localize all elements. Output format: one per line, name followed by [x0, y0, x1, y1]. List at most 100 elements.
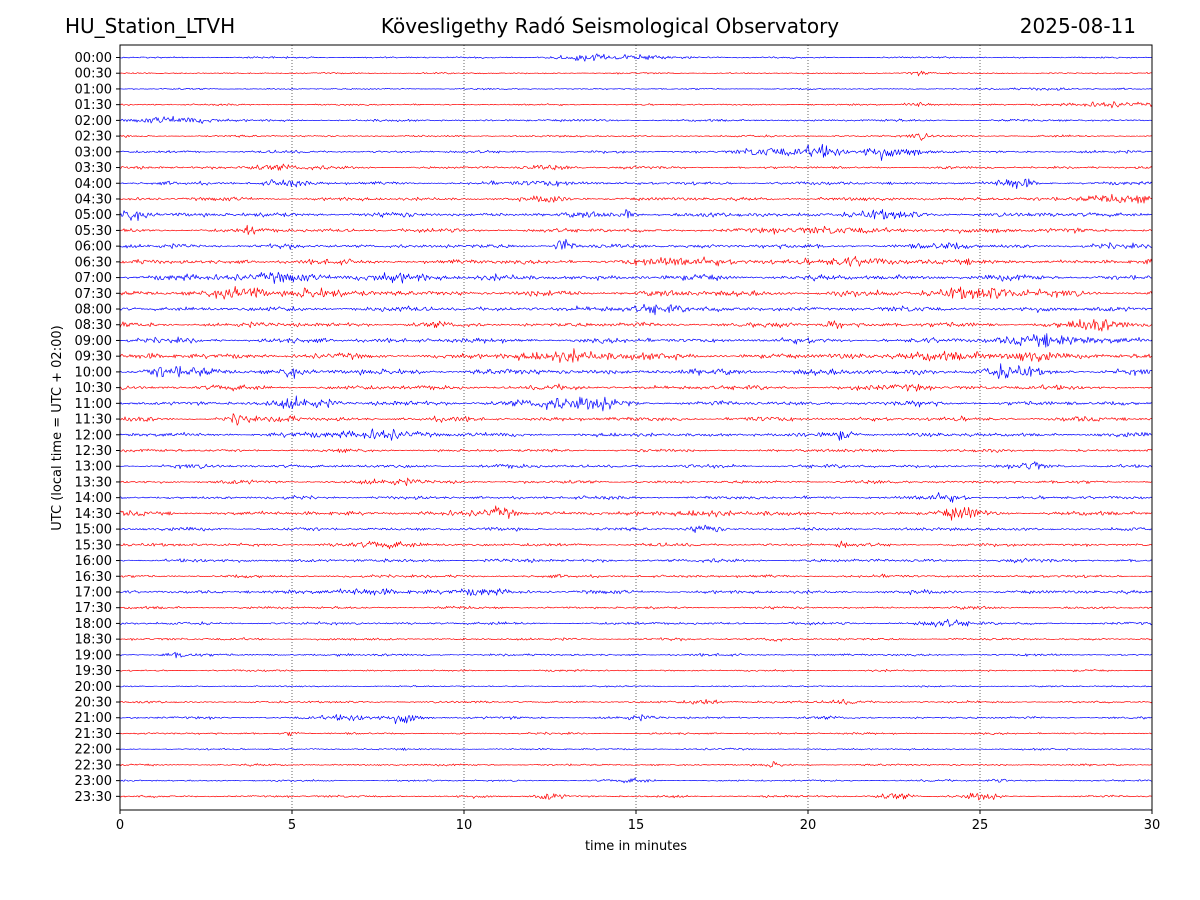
seismic-trace-1630	[119, 573, 1153, 579]
seismic-trace-1230	[119, 448, 1153, 453]
row-time-label: 09:00	[75, 334, 112, 349]
row-time-label: 04:00	[75, 177, 112, 192]
seismic-trace-0000	[119, 53, 1153, 62]
row-time-label: 20:00	[75, 680, 112, 695]
seismic-trace-0430	[119, 193, 1153, 204]
x-tick-label: 25	[972, 818, 989, 833]
row-time-label: 20:30	[75, 696, 112, 711]
seismic-trace-1430	[119, 505, 1153, 521]
grid-lines	[291, 45, 981, 810]
seismic-trace-1030	[119, 383, 1153, 392]
seismic-trace-0900	[119, 333, 1153, 348]
seismic-trace-1800	[119, 618, 1153, 628]
row-time-label: 13:00	[75, 460, 112, 475]
seismic-trace-2100	[119, 714, 1153, 725]
row-time-label: 00:30	[75, 67, 112, 82]
row-time-label: 15:00	[75, 523, 112, 538]
seismic-trace-0700	[119, 271, 1153, 284]
seismic-trace-1200	[119, 428, 1153, 441]
y-axis-label: UTC (local time = UTC + 02:00)	[50, 325, 65, 530]
row-time-label: 07:00	[75, 271, 112, 286]
seismic-trace-0930	[119, 348, 1153, 363]
seismic-trace-1700	[119, 588, 1153, 596]
row-time-label: 14:00	[75, 491, 112, 506]
seismic-trace-2300	[119, 777, 1153, 784]
y-axis: 00:0000:3001:0001:3002:0002:3003:0003:30…	[75, 51, 120, 805]
row-time-label: 11:00	[75, 397, 112, 412]
station-title: HU_Station_LTVH	[65, 14, 236, 38]
x-tick-label: 15	[628, 818, 645, 833]
seismic-trace-0300	[119, 143, 1153, 161]
row-time-label: 19:30	[75, 664, 112, 679]
seismic-trace-0130	[119, 101, 1153, 109]
row-time-label: 23:30	[75, 790, 112, 805]
row-time-label: 17:30	[75, 601, 112, 616]
seismic-trace-1100	[119, 395, 1153, 412]
seismic-trace-1530	[119, 540, 1153, 550]
seismic-trace-0830	[119, 318, 1153, 332]
seismic-trace-1730	[119, 605, 1153, 610]
seismic-trace-0030	[119, 70, 1153, 77]
x-axis: 0 5 10 15 20 25 30	[116, 810, 1160, 833]
row-time-label: 04:30	[75, 192, 112, 207]
seismic-trace-1330	[120, 477, 1153, 487]
seismic-trace-2000	[119, 685, 1153, 688]
seismic-trace-0600	[119, 238, 1153, 250]
seismic-trace-0500	[119, 209, 1153, 222]
row-time-label: 22:30	[75, 758, 112, 773]
seismic-trace-2130	[119, 731, 1153, 737]
seismic-trace-0200	[119, 115, 1153, 124]
x-tick-label: 20	[800, 818, 817, 833]
row-time-label: 16:00	[75, 554, 112, 569]
x-tick-label: 10	[456, 818, 473, 833]
row-time-label: 16:30	[75, 570, 112, 585]
x-tick-label: 5	[288, 818, 296, 833]
row-time-label: 08:00	[75, 303, 112, 318]
seismic-trace-0230	[119, 133, 1153, 141]
seismic-trace-1900	[119, 651, 1152, 659]
seismic-trace-0800	[119, 303, 1153, 316]
row-time-label: 09:30	[75, 350, 112, 365]
seismic-trace-0330	[119, 163, 1153, 171]
seismic-trace-0100	[119, 87, 1153, 91]
x-tick-label: 0	[116, 818, 124, 833]
row-time-label: 06:30	[75, 255, 112, 270]
seismic-trace-1400	[119, 492, 1153, 503]
row-time-label: 05:30	[75, 224, 112, 239]
row-time-label: 11:30	[75, 413, 112, 428]
seismic-trace-0630	[119, 255, 1153, 267]
row-time-label: 08:30	[75, 318, 112, 333]
seismic-trace-1000	[119, 363, 1153, 380]
observatory-title: Kövesligethy Radó Seismological Observat…	[380, 14, 840, 38]
seismic-trace-1300	[120, 461, 1153, 470]
row-time-label: 03:00	[75, 145, 112, 160]
row-time-label: 19:00	[75, 648, 112, 663]
row-time-label: 00:00	[75, 51, 112, 66]
row-time-label: 03:30	[75, 161, 112, 176]
seismic-trace-1130	[119, 413, 1152, 426]
row-time-label: 01:00	[75, 82, 112, 97]
seismic-trace-1930	[119, 668, 1152, 673]
row-time-label: 17:00	[75, 585, 112, 600]
row-time-label: 02:00	[75, 114, 112, 129]
date-title: 2025-08-11	[1019, 14, 1136, 38]
row-time-label: 23:00	[75, 774, 112, 789]
seismic-trace-0730	[119, 285, 1153, 300]
row-time-label: 12:00	[75, 428, 112, 443]
row-time-label: 02:30	[75, 130, 112, 145]
row-time-label: 22:00	[75, 743, 112, 758]
row-time-label: 21:00	[75, 711, 112, 726]
row-time-label: 07:30	[75, 287, 112, 302]
x-axis-label: time in minutes	[585, 839, 687, 854]
seismic-trace-0530	[119, 224, 1153, 236]
row-time-label: 12:30	[75, 444, 112, 459]
x-tick-label: 30	[1144, 818, 1161, 833]
seismic-trace-2030	[119, 698, 1153, 705]
seismic-trace-2330	[119, 792, 1152, 801]
row-time-label: 13:30	[75, 475, 112, 490]
trace-layer	[119, 53, 1153, 801]
seismic-trace-0400	[119, 178, 1153, 190]
row-time-label: 14:30	[75, 507, 112, 522]
row-time-label: 18:00	[75, 617, 112, 632]
